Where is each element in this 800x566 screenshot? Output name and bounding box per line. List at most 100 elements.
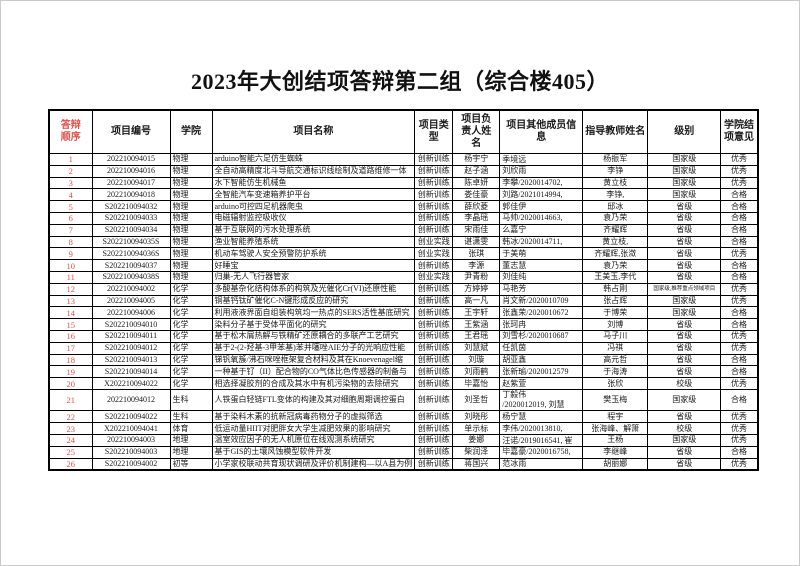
cell-name: 染料分子基于受体平面化的研究 [211,318,416,331]
cell-type: 创新训练 [414,353,454,367]
cell-college: 地理 [169,434,213,447]
cell-college: 物理 [169,270,213,284]
cell-name: 多酸基杂化结构体系的构筑及光催化Cr(VI)还原性能 [211,282,416,296]
cell-type: 创新训练 [414,410,454,424]
cell-name: arduino智能六足仿生蜘蛛 [211,153,416,166]
table-row: 3 202210094017 物理 水下智能仿生机械鱼 创新训练 陈卓妍 李攀/202001… [48,176,759,190]
cell-code: 202210094002 [91,282,171,296]
table-row: 8 S202210094035S 物理 渔业智能养殖系统 创业实践 谌潇雯 韩冰/20200… [48,235,759,249]
cell-opinion: 合格 [720,318,759,331]
cell-teacher: 马子川 [582,329,649,343]
table-row: 16 S202210094011 化学 基于松木屑热解与铁精矿还原耦合的多联产工艺研究… [48,329,759,343]
cell-name: 电磁辐射监控吸收仪 [211,211,416,225]
cell-code: S202210094013 [91,353,171,367]
cell-college: 化学 [169,318,213,331]
cell-opinion: 合格 [720,200,759,213]
cell-teacher: 冯祺 [582,341,649,355]
cell-level: 省级 [647,353,722,367]
cell-order: 9 [48,247,93,261]
cell-college: 体育 [169,422,213,436]
cell-code: S202210094012 [91,341,171,355]
cell-teacher: 樊玉梅 [582,388,649,412]
cell-type: 创新训练 [414,153,454,166]
cell-teacher: 李铮 [582,164,649,178]
cell-type: 创新训练 [414,223,454,237]
cell-order: 22 [48,410,93,424]
cell-opinion: 合格 [720,388,759,412]
cell-type: 创新训练 [414,188,454,202]
cell-members: 胡亚鑫 [499,353,584,367]
cell-order: 23 [48,422,93,436]
cell-order: 14 [48,306,93,320]
cell-leader: 刘慧斌 [452,341,501,355]
table-row: 13 202210094005 化学 铜基钙钛矿催化C-N键形成反应的研究 创新训练 高一… [48,294,759,308]
cell-college: 生科 [169,388,213,412]
cell-members: 马艳芳 [499,282,584,296]
cell-level: 国家级 [647,294,722,308]
cell-type: 创新训练 [414,282,454,296]
cell-level: 国家级 [647,388,722,412]
cell-order: 4 [48,188,93,202]
cell-leader: 薛欣菱 [452,200,501,213]
cell-teacher: 张海峰、解箫 [582,422,649,436]
column-header-level: 级别 [647,109,722,154]
cell-order: 5 [48,200,93,213]
cell-college: 初等 [169,457,213,471]
cell-code: S202210094033 [91,211,171,225]
cell-name: 全自动高精度北斗导航交通标识线绘制及道路维修一体 [211,164,416,178]
cell-type: 创新训练 [414,422,454,436]
cell-name: 基于染料木素的抗新冠病毒药物分子的虚拟筛选 [211,410,416,424]
table-row: 19 S202210094014 化学 一种基于钌（II）配合物的CO气体比色传感器的… [48,365,759,379]
cell-code: 202210094006 [91,306,171,320]
cell-opinion: 优秀 [720,422,759,436]
cell-teacher: 胡丽娜 [582,457,649,471]
cell-name: 基于松木屑热解与铁精矿还原耦合的多联产工艺研究 [211,329,416,343]
cell-type: 创新训练 [414,457,454,471]
cell-order: 15 [48,318,93,331]
cell-type: 创新训练 [414,445,454,459]
cell-members: 范冰雨 [499,457,584,471]
column-header-members: 项目其他成员信息 [499,109,584,154]
cell-code: S202210094032 [91,200,171,213]
table-row: 25 S202210094003 地理 基于GIS的土壤风蚀模型软件开发 创新训练 柴润泽… [48,445,759,459]
cell-opinion: 优秀 [720,294,759,308]
cell-level: 省级 [647,200,722,213]
cell-leader: 方婷婷 [452,282,501,296]
cell-leader: 刘璇 [452,353,501,367]
table-row: 20 X202210094022 化学 相选择凝胶剂的合成及其水中有机污染物的去除研究… [48,377,759,390]
cell-teacher: 袁乃荣 [582,211,649,225]
cell-type: 创新训练 [414,377,454,390]
cell-type: 创业实践 [414,270,454,284]
cell-code: S202210094002 [91,457,171,471]
cell-college: 化学 [169,294,213,308]
cell-opinion: 优秀 [720,410,759,424]
cell-college: 化学 [169,377,213,390]
cell-members: 刘路/2021014994, [499,188,584,202]
cell-name: 机动车驾驶人安全预警防护系统 [211,247,416,261]
cell-name: 铜基钙钛矿催化C-N键形成反应的研究 [211,294,416,308]
cell-name: 水下智能仿生机械鱼 [211,176,416,190]
cell-code: X202210094041 [91,422,171,436]
cell-members: 张新瑜/2020012579 [499,365,584,379]
cell-college: 物理 [169,188,213,202]
cell-name: 一种基于钌（II）配合物的CO气体比色传感器的制备与 [211,365,416,379]
cell-order: 20 [48,377,93,390]
cell-leader: 娄佳豪 [452,188,501,202]
cell-leader: 柴润泽 [452,445,501,459]
cell-teacher: 韩占刚 [582,282,649,296]
cell-order: 26 [48,457,93,471]
cell-order: 3 [48,176,93,190]
cell-members: 肖文新/2020010709 [499,294,584,308]
cell-members: 赵紫萱 [499,377,584,390]
table-row: 1 202210094015 物理 arduino智能六足仿生蜘蛛 创新训练 杨宇宁 季境远… [48,153,759,166]
cell-leader: 宋雨佳 [452,223,501,237]
cell-members: 丁毅伟 /2020012019, 刘慧 [499,388,584,412]
cell-college: 物理 [169,211,213,225]
cell-teacher: 刘博 [582,318,649,331]
cell-code: 202210094003 [91,434,171,447]
cell-leader: 高一凡 [452,294,501,308]
cell-order: 7 [48,223,93,237]
cell-level: 省级 [647,365,722,379]
cell-teacher: 杨振军 [582,153,649,166]
cell-level: 省级 [647,259,722,272]
